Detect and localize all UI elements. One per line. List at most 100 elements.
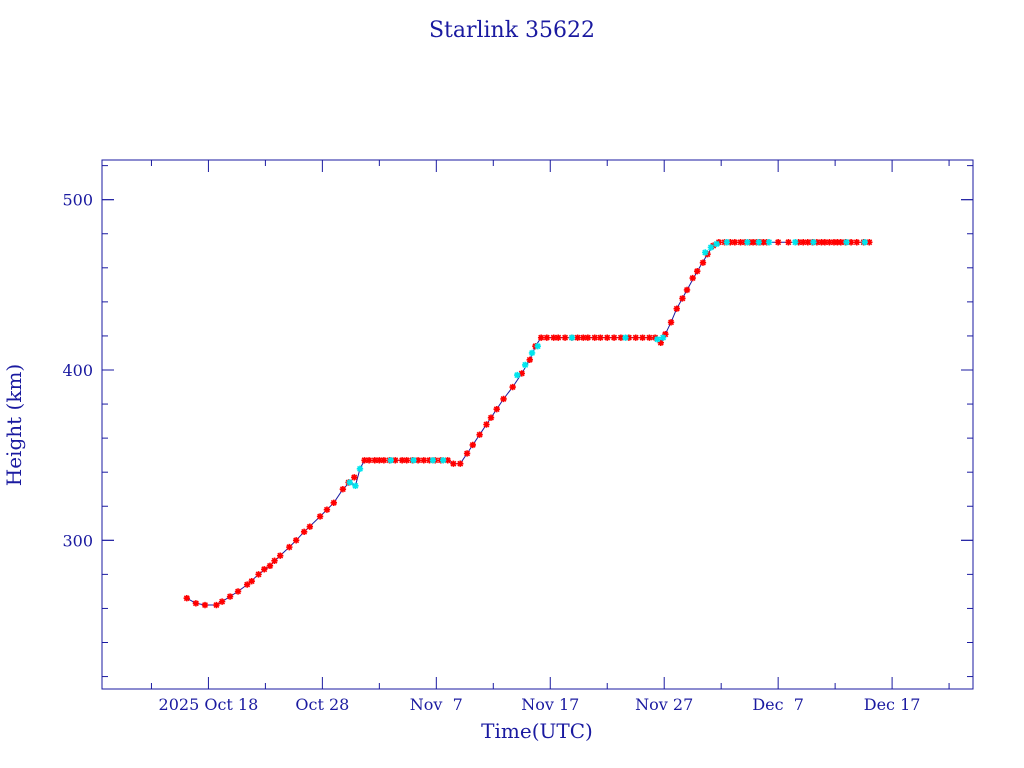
data-point: [830, 239, 838, 246]
data-point: [617, 334, 625, 341]
data-point: [286, 543, 293, 551]
data-point: [667, 319, 675, 326]
data-point: [694, 268, 701, 275]
data-point: [261, 566, 268, 573]
data-point: [218, 598, 226, 605]
chart-title: Starlink 35622: [429, 18, 595, 43]
data-point: [316, 513, 324, 520]
data-point: [323, 506, 331, 513]
data-point: [330, 499, 337, 507]
data-point: [426, 457, 433, 464]
data-point: [376, 457, 383, 464]
data-point: [300, 528, 308, 535]
data-point: [243, 581, 251, 588]
data-point: [365, 457, 373, 464]
data-point: [749, 239, 757, 246]
data-point: [306, 523, 314, 530]
data-point: [622, 334, 629, 341]
x-tick-label: Dec 17: [864, 695, 921, 714]
data-point: [699, 259, 707, 266]
data-point: [744, 239, 751, 246]
data-point: [500, 395, 507, 403]
data-point: [707, 244, 715, 251]
data-point: [737, 239, 744, 246]
data-point: [266, 562, 274, 570]
y-axis-ticks: [102, 165, 973, 678]
data-point: [861, 239, 868, 246]
data-point: [493, 405, 500, 413]
data-point: [352, 482, 359, 490]
data-point: [356, 465, 364, 472]
data-point: [450, 460, 457, 467]
data-point: [632, 334, 639, 341]
data-point: [528, 349, 536, 357]
data-point: [597, 334, 604, 341]
data-point: [625, 334, 633, 341]
data-point: [555, 334, 562, 341]
data-point: [853, 239, 860, 246]
data-point: [813, 239, 821, 246]
data-point: [774, 239, 782, 246]
data-point: [487, 414, 495, 421]
data-point: [213, 601, 220, 609]
plot-frame: [101, 159, 974, 690]
data-point: [731, 239, 739, 246]
data-point: [804, 239, 811, 246]
x-axis-label: Time(UTC): [481, 719, 593, 743]
x-axis-ticks: [150, 160, 950, 689]
data-point: [826, 239, 833, 246]
data-point: [610, 334, 618, 341]
data-point: [818, 239, 825, 246]
data-point: [866, 239, 873, 246]
data-point: [657, 339, 664, 346]
data-point: [646, 334, 653, 341]
data-point: [346, 479, 353, 486]
data-point: [727, 239, 734, 246]
data-point: [514, 371, 521, 379]
data-point: [837, 239, 845, 246]
data-point: [192, 600, 200, 607]
data-point: [843, 239, 850, 246]
data-point: [476, 431, 483, 438]
data-markers: [183, 239, 873, 609]
data-point: [509, 383, 516, 391]
height-line: [186, 241, 870, 606]
data-point: [792, 239, 799, 246]
data-point: [403, 457, 410, 464]
data-point: [420, 457, 427, 464]
data-point: [639, 334, 646, 341]
x-tick-label: Dec 7: [752, 695, 804, 714]
data-point: [201, 601, 209, 609]
data-point: [444, 457, 451, 464]
data-point: [821, 239, 829, 246]
x-tick-label: 2025 Oct 18: [159, 695, 259, 714]
data-point: [361, 457, 368, 464]
data-point: [755, 239, 762, 246]
data-point: [537, 334, 545, 341]
data-point: [277, 552, 284, 559]
data-point: [439, 457, 447, 464]
x-axis-tick-labels: 2025 Oct 18 Oct 28 Nov 7 Nov 17 Nov 27 Dec 7 D…: [159, 695, 921, 714]
data-point: [255, 571, 262, 578]
data-point: [234, 588, 242, 595]
data-point: [760, 239, 767, 246]
y-tick-label: 400: [62, 361, 93, 380]
data-point: [526, 356, 533, 363]
data-point: [271, 557, 278, 564]
data-point: [292, 537, 300, 544]
data-point: [561, 334, 569, 341]
data-point: [469, 441, 476, 449]
data-point: [543, 334, 551, 341]
y-tick-label: 500: [62, 191, 93, 210]
data-point: [847, 239, 855, 246]
data-point: [371, 457, 378, 464]
data-point: [810, 239, 817, 246]
data-point: [765, 239, 773, 246]
data-point: [414, 457, 422, 464]
data-point: [248, 577, 255, 585]
data-point: [410, 457, 417, 464]
data-point: [574, 334, 581, 341]
data-point: [387, 457, 394, 464]
data-point: [339, 486, 347, 493]
data-point: [713, 240, 720, 248]
